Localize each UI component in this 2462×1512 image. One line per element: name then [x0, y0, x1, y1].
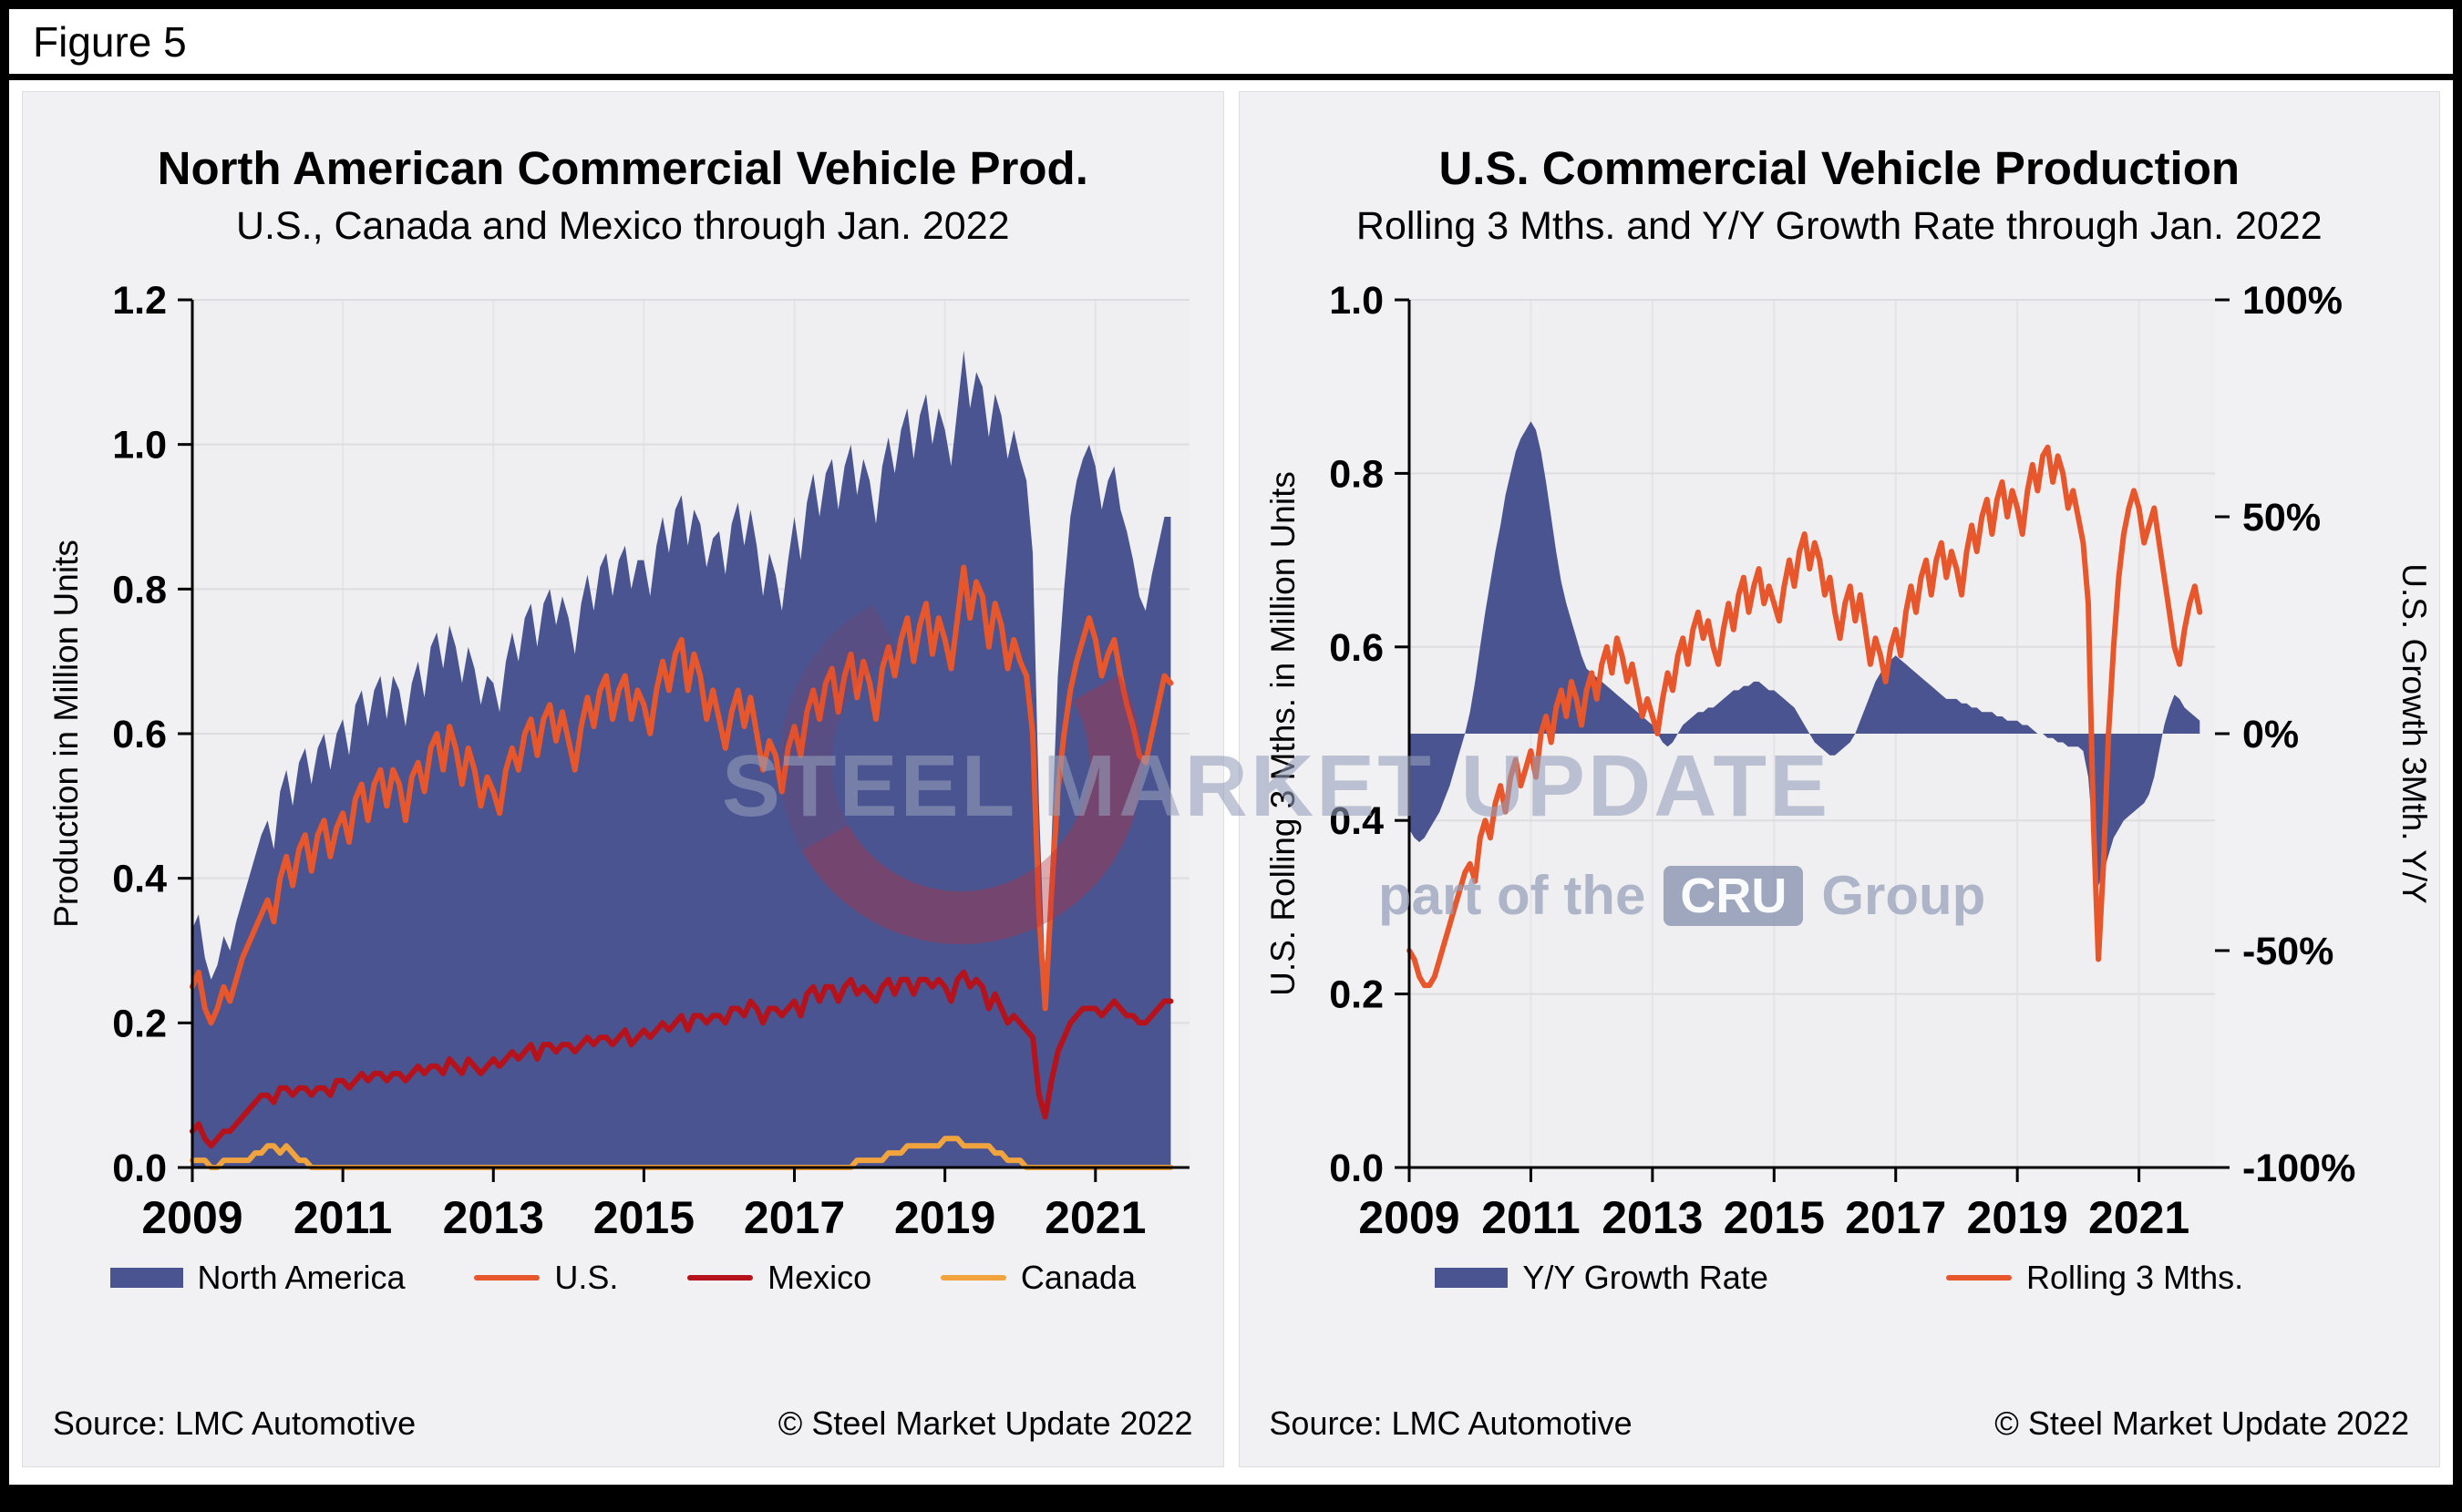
x-tick-label: 2019 — [894, 1192, 995, 1243]
y-axis-title: Production in Million Units — [47, 540, 85, 928]
rolling-3mths-line-swatch-icon — [1946, 1275, 2012, 1281]
left-chart-canvas: 0.0 0.2 0.4 0.6 0.8 1.0 1.2 2009 2011 2013 2015 201… — [47, 279, 1190, 1243]
series-mexico — [190, 969, 1174, 1149]
y-axis-title: U.S. Rolling 3 Mths. in Million Units — [1264, 471, 1302, 996]
series-y-y-growth-rate — [1408, 421, 2200, 886]
right-chart-canvas: 0.0 0.2 0.4 0.6 0.8 1.0 -100% -50% 0% 50% 100% 2009… — [1264, 279, 2432, 1243]
yy-growth-swatch-icon — [1435, 1268, 1509, 1288]
x-tick-label: 2009 — [142, 1192, 243, 1243]
legend-label-us: U.S. — [554, 1259, 619, 1296]
x-tick-label: 2013 — [443, 1192, 544, 1243]
series-u-s — [190, 564, 1174, 1026]
y-tick-label: 1.0 — [112, 424, 167, 468]
y-tick-label: 1.0 — [1329, 279, 1384, 323]
legend-label-rolling-3mths: Rolling 3 Mths. — [2026, 1259, 2244, 1296]
y2-tick-label: 0% — [2242, 713, 2299, 756]
y-tick-label: 0.8 — [112, 568, 167, 612]
left-chart-legend: North America U.S. Mexico Canada — [41, 1259, 1205, 1297]
right-chart-legend: Y/Y Growth Rate Rolling 3 Mths. — [1257, 1259, 2421, 1297]
left-chart-panel: North American Commercial Vehicle Prod. … — [22, 91, 1224, 1467]
x-tick-label: 2017 — [744, 1192, 845, 1243]
legend-label-north-america: North America — [197, 1259, 406, 1296]
left-source-note: Source: LMC Automotive — [52, 1404, 417, 1442]
series-north-america — [192, 350, 1171, 1167]
y-tick-label: 0.6 — [112, 713, 167, 756]
figure-label: Figure 5 — [33, 17, 187, 66]
north-america-swatch-icon — [109, 1268, 183, 1288]
right-copyright-note: © Steel Market Update 2022 — [1994, 1404, 2410, 1442]
y-tick-label: 1.2 — [112, 279, 167, 323]
x-tick-label: 2009 — [1358, 1192, 1459, 1243]
legend-label-yy-growth: Y/Y Growth Rate — [1522, 1259, 1768, 1296]
left-copyright-note: © Steel Market Update 2022 — [778, 1404, 1193, 1442]
y-tick-label: 0.2 — [112, 1002, 167, 1045]
chart-panels: North American Commercial Vehicle Prod. … — [9, 80, 2453, 1478]
y-tick-label: 0.2 — [1329, 973, 1384, 1017]
legend-item-us: U.S. — [474, 1259, 618, 1297]
x-tick-label: 2011 — [1481, 1192, 1580, 1243]
legend-label-canada: Canada — [1020, 1259, 1136, 1296]
x-tick-label: 2019 — [1966, 1192, 2067, 1243]
y2-tick-label: -50% — [2242, 930, 2333, 973]
y-tick-label: 0.6 — [1329, 626, 1384, 670]
x-tick-label: 2013 — [1602, 1192, 1703, 1243]
right-chart-title: U.S. Commercial Vehicle Production — [1438, 142, 2241, 194]
left-chart-footer: Source: LMC Automotive © Steel Market Up… — [53, 1404, 1193, 1443]
legend-label-mexico: Mexico — [767, 1259, 872, 1296]
canada-line-swatch-icon — [940, 1275, 1006, 1281]
y2-tick-label: -100% — [2242, 1147, 2355, 1190]
series-rolling-3-mths — [1406, 444, 2203, 989]
legend-item-canada: Canada — [940, 1259, 1136, 1297]
y2-tick-label: 100% — [2242, 279, 2343, 323]
y-tick-label: 0.0 — [112, 1147, 167, 1190]
y-tick-label: 0.0 — [1329, 1147, 1384, 1190]
x-tick-label: 2021 — [1045, 1192, 1146, 1243]
legend-item-yy-growth: Y/Y Growth Rate — [1435, 1259, 1768, 1297]
y2-axis-title: U.S. Growth 3Mth. Y/Y — [2395, 563, 2432, 904]
x-tick-label: 2015 — [1723, 1192, 1824, 1243]
figure-header: Figure 5 — [9, 9, 2453, 80]
left-chart-title: North American Commercial Vehicle Prod. — [157, 142, 1088, 194]
left-chart-subtitle: U.S., Canada and Mexico through Jan. 202… — [235, 204, 1010, 248]
x-tick-label: 2017 — [1845, 1192, 1946, 1243]
right-source-note: Source: LMC Automotive — [1269, 1404, 1633, 1442]
x-tick-label: 2015 — [593, 1192, 695, 1243]
mexico-line-swatch-icon — [687, 1275, 754, 1281]
y-tick-label: 0.8 — [1329, 452, 1384, 496]
right-chart-panel: U.S. Commercial Vehicle Production Rolli… — [1238, 91, 2440, 1467]
us-line-swatch-icon — [474, 1275, 541, 1281]
x-tick-label: 2011 — [294, 1192, 392, 1243]
x-tick-label: 2021 — [2088, 1192, 2189, 1243]
legend-item-north-america: North America — [109, 1259, 406, 1297]
legend-item-rolling-3mths: Rolling 3 Mths. — [1946, 1259, 2243, 1297]
legend-item-mexico: Mexico — [687, 1259, 871, 1297]
right-chart-footer: Source: LMC Automotive © Steel Market Up… — [1269, 1404, 2409, 1443]
y2-tick-label: 50% — [2242, 496, 2321, 540]
y-tick-label: 0.4 — [112, 858, 167, 901]
right-chart-subtitle: Rolling 3 Mths. and Y/Y Growth Rate thro… — [1355, 204, 2323, 248]
y-tick-label: 0.4 — [1329, 799, 1384, 843]
